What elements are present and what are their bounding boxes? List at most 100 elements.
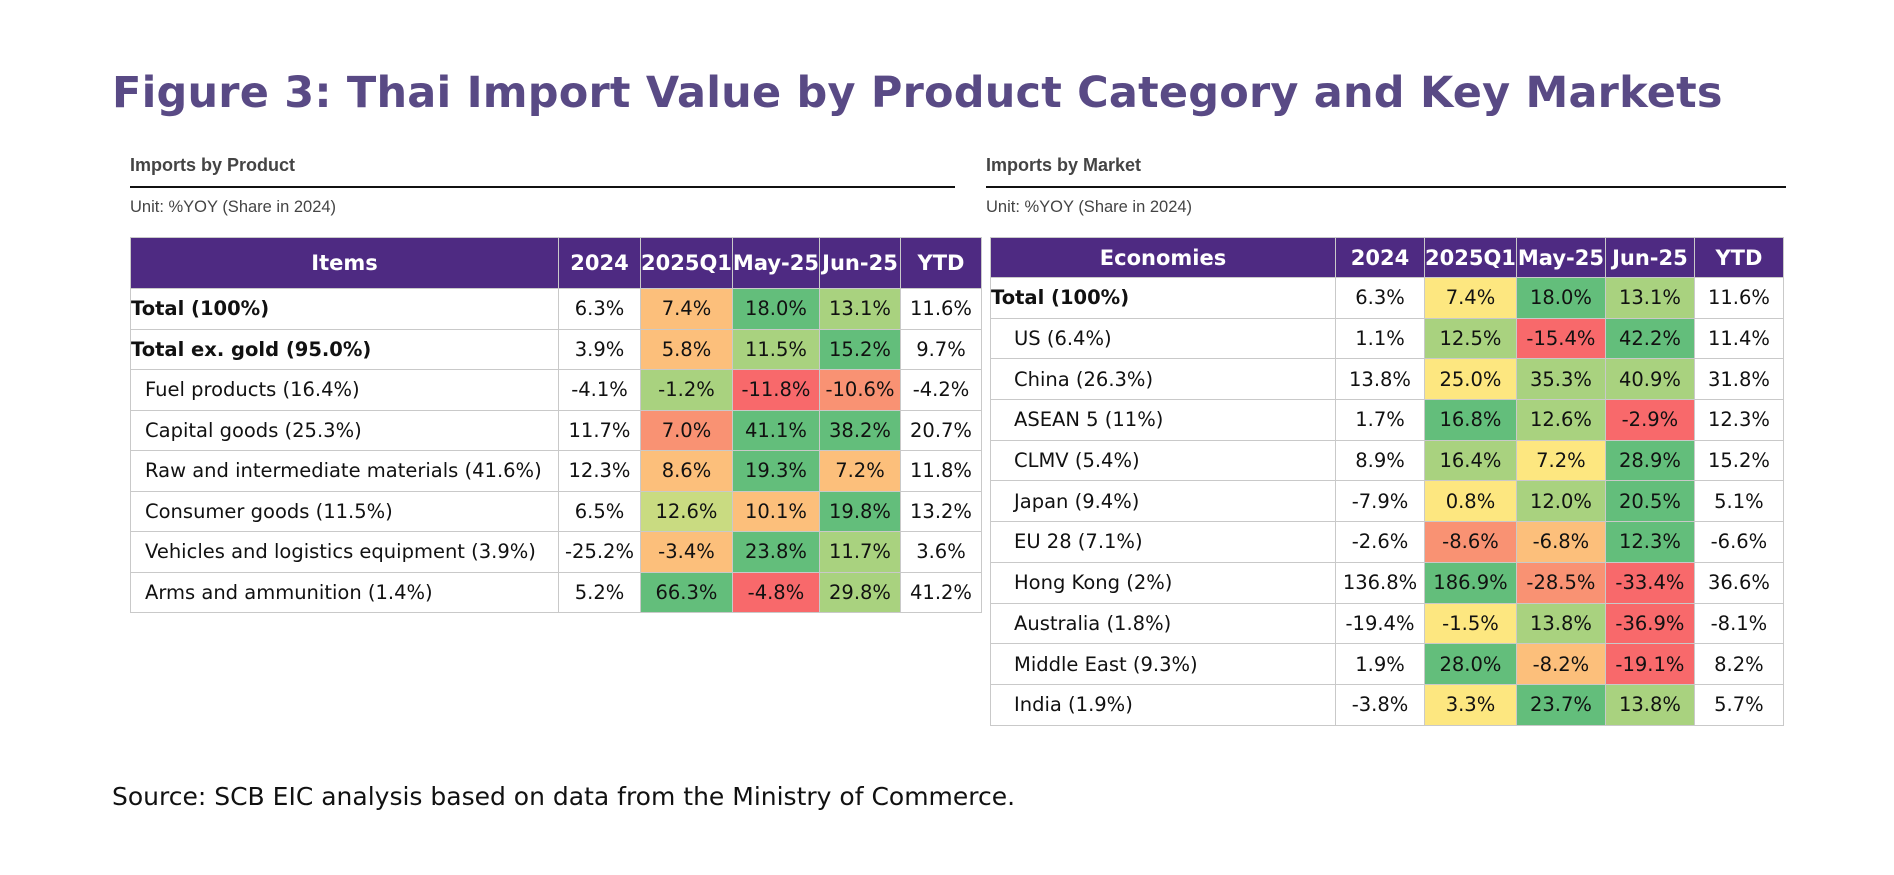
cell-ytd: 11.4%: [1693, 317, 1784, 360]
cell-jun-25: 12.3%: [1604, 521, 1695, 563]
cell-2025q1: 66.3%: [640, 571, 733, 613]
cell-ytd: 12.3%: [1693, 399, 1784, 441]
cell-may-25: 23.8%: [731, 531, 820, 573]
cell-ytd: 15.2%: [1693, 439, 1784, 482]
cell-2024: 1.7%: [1335, 399, 1425, 441]
cell-may-25: 18.0%: [1515, 277, 1606, 319]
row-label: Vehicles and logistics equipment (3.9%): [130, 531, 559, 573]
cell-jun-25: 20.5%: [1604, 480, 1695, 523]
cell-ytd: 31.8%: [1693, 358, 1784, 401]
column-header-jun-25: Jun-25: [818, 237, 901, 289]
column-header-jun-25: Jun-25: [1604, 237, 1695, 278]
cell-jun-25: 29.8%: [818, 571, 901, 613]
cell-ytd: 3.6%: [899, 531, 982, 573]
source-note: Source: SCB EIC analysis based on data f…: [112, 782, 1016, 811]
cell-2024: -25.2%: [558, 531, 641, 573]
market-unit-note: Unit: %YOY (Share in 2024): [986, 198, 1193, 216]
cell-2024: 6.5%: [558, 490, 641, 532]
row-label: China (26.3%): [990, 358, 1336, 401]
cell-2024: -19.4%: [1335, 602, 1425, 645]
cell-2025q1: 186.9%: [1424, 561, 1517, 604]
column-header-items: Items: [130, 237, 559, 289]
cell-may-25: 7.2%: [1515, 439, 1606, 482]
table-row: Total (100%) 6.3% 7.4% 18.0% 13.1% 11.6%: [990, 277, 1784, 319]
row-label: India (1.9%): [990, 683, 1336, 726]
cell-jun-25: -19.1%: [1604, 643, 1695, 685]
table-row: Vehicles and logistics equipment (3.9%) -…: [130, 531, 982, 573]
cell-ytd: 11.6%: [1693, 277, 1784, 319]
row-label: Total (100%): [990, 277, 1336, 319]
cell-ytd: 8.2%: [1693, 643, 1784, 685]
cell-2025q1: 16.4%: [1424, 439, 1517, 482]
row-label: Total (100%): [130, 288, 559, 330]
row-label: ASEAN 5 (11%): [990, 399, 1336, 441]
cell-2025q1: 16.8%: [1424, 399, 1517, 441]
cell-2025q1: 7.4%: [1424, 277, 1517, 319]
imports-by-product-table: Items 2024 2025Q1 May-25 Jun-25 YTD Total (10…: [130, 237, 982, 613]
table-header-row: Items 2024 2025Q1 May-25 Jun-25 YTD: [130, 237, 982, 289]
cell-2025q1: 7.4%: [640, 288, 733, 330]
cell-ytd: 5.1%: [1693, 480, 1784, 523]
cell-2024: 136.8%: [1335, 561, 1425, 604]
row-label: Hong Kong (2%): [990, 561, 1336, 604]
cell-ytd: 9.7%: [899, 328, 982, 370]
column-header-2024: 2024: [558, 237, 641, 289]
table-row: Capital goods (25.3%) 11.7% 7.0% 41.1% 38.2%…: [130, 409, 982, 451]
row-label: Consumer goods (11.5%): [130, 490, 559, 532]
cell-jun-25: 13.1%: [818, 288, 901, 330]
table-row: Total (100%) 6.3% 7.4% 18.0% 13.1% 11.6%: [130, 288, 982, 330]
table-row: Total ex. gold (95.0%) 3.9% 5.8% 11.5% 15.2%…: [130, 328, 982, 370]
cell-jun-25: 38.2%: [818, 409, 901, 451]
imports-by-market-panel: Imports by Market Unit: %YOY (Share in 2…: [986, 153, 1786, 222]
table-row: India (1.9%) -3.8% 3.3% 23.7% 13.8% 5.7%: [990, 683, 1784, 726]
column-header-2024: 2024: [1335, 237, 1425, 278]
row-label: EU 28 (7.1%): [990, 521, 1336, 563]
cell-2024: -3.8%: [1335, 683, 1425, 726]
cell-may-25: 23.7%: [1515, 683, 1606, 726]
cell-2024: -4.1%: [558, 369, 641, 411]
table-row: Japan (9.4%) -7.9% 0.8% 12.0% 20.5% 5.1%: [990, 480, 1784, 523]
market-panel-title: Imports by Market: [986, 155, 1142, 175]
cell-2024: 8.9%: [1335, 439, 1425, 482]
cell-jun-25: 40.9%: [1604, 358, 1695, 401]
cell-may-25: -15.4%: [1515, 317, 1606, 360]
cell-ytd: -6.6%: [1693, 521, 1784, 563]
table-row: US (6.4%) 1.1% 12.5% -15.4% 42.2% 11.4%: [990, 317, 1784, 360]
table-row: Arms and ammunition (1.4%) 5.2% 66.3% -4.8%…: [130, 571, 982, 613]
cell-2025q1: 12.6%: [640, 490, 733, 532]
cell-jun-25: -10.6%: [818, 369, 901, 411]
imports-by-product-panel: Imports by Product Unit: %YOY (Share in …: [130, 153, 969, 222]
table-row: Middle East (9.3%) 1.9% 28.0% -8.2% -19.1% 8.…: [990, 643, 1784, 685]
cell-2025q1: 25.0%: [1424, 358, 1517, 401]
cell-may-25: 11.5%: [731, 328, 820, 370]
cell-ytd: 5.7%: [1693, 683, 1784, 726]
cell-may-25: 12.6%: [1515, 399, 1606, 441]
cell-may-25: -28.5%: [1515, 561, 1606, 604]
cell-2024: 11.7%: [558, 409, 641, 451]
cell-2024: 3.9%: [558, 328, 641, 370]
product-unit-note: Unit: %YOY (Share in 2024): [130, 198, 337, 216]
cell-may-25: 13.8%: [1515, 602, 1606, 645]
cell-jun-25: -2.9%: [1604, 399, 1695, 441]
row-label: Australia (1.8%): [990, 602, 1336, 645]
cell-ytd: 13.2%: [899, 490, 982, 532]
column-header-economies: Economies: [990, 237, 1336, 278]
table-row: Hong Kong (2%) 136.8% 186.9% -28.5% -33.4% 36…: [990, 561, 1784, 604]
cell-ytd: -8.1%: [1693, 602, 1784, 645]
table-row: CLMV (5.4%) 8.9% 16.4% 7.2% 28.9% 15.2%: [990, 439, 1784, 482]
row-label: US (6.4%): [990, 317, 1336, 360]
cell-2025q1: -8.6%: [1424, 521, 1517, 563]
cell-2024: 6.3%: [1335, 277, 1425, 319]
cell-2025q1: 5.8%: [640, 328, 733, 370]
cell-may-25: -8.2%: [1515, 643, 1606, 685]
cell-2024: 12.3%: [558, 450, 641, 492]
cell-2024: -7.9%: [1335, 480, 1425, 523]
cell-jun-25: 13.1%: [1604, 277, 1695, 319]
column-header-2025q1: 2025Q1: [1424, 237, 1517, 278]
table-row: Australia (1.8%) -19.4% -1.5% 13.8% -36.9% -8…: [990, 602, 1784, 645]
cell-ytd: 36.6%: [1693, 561, 1784, 604]
column-header-ytd: YTD: [899, 237, 982, 289]
cell-2025q1: 8.6%: [640, 450, 733, 492]
cell-2025q1: -1.2%: [640, 369, 733, 411]
cell-may-25: 18.0%: [731, 288, 820, 330]
